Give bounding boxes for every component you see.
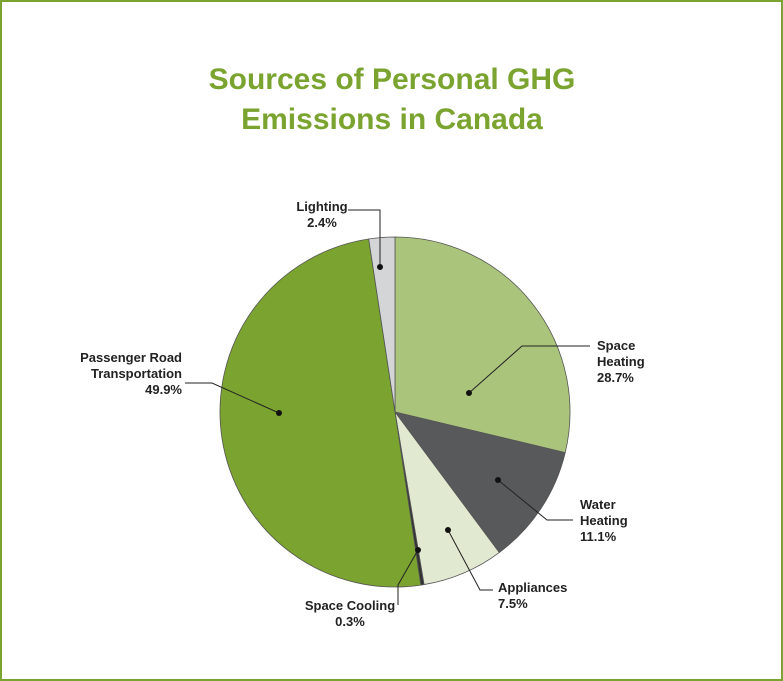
- value-label: 49.9%: [145, 382, 182, 397]
- leader-line: [497, 479, 573, 521]
- leader-line: [468, 345, 590, 394]
- category-label: Water Heating: [580, 497, 628, 528]
- leader-line: [348, 209, 381, 267]
- pie-slice: [368, 236, 396, 413]
- pie-slice: [219, 238, 422, 588]
- slice-label: Lighting 2.4%: [287, 199, 357, 231]
- category-label: Passenger Road Transportation: [80, 350, 182, 381]
- category-label: Appliances: [498, 580, 568, 595]
- leader-line: [397, 549, 419, 605]
- chart-title: Sources of Personal GHG Emissions in Can…: [208, 63, 576, 136]
- category-label: Space Cooling: [304, 598, 396, 613]
- slice-label: Space Heating 28.7%: [597, 338, 659, 386]
- leader-dot: [445, 527, 451, 533]
- pie-slice: [394, 236, 571, 454]
- leader-dot: [466, 390, 472, 396]
- value-label: 2.4%: [307, 215, 337, 230]
- pie-slice: [394, 411, 566, 554]
- value-label: 7.5%: [498, 596, 528, 611]
- leader-dot: [377, 264, 383, 270]
- slice-label: Space Cooling 0.3%: [290, 598, 410, 630]
- value-label: 0.3%: [335, 614, 365, 629]
- leader-dot: [415, 547, 421, 553]
- leader-dot: [495, 477, 501, 483]
- slice-label: Water Heating 11.1%: [580, 497, 642, 545]
- value-label: 11.1%: [580, 529, 617, 544]
- value-label: 28.7%: [597, 370, 634, 385]
- category-label: Lighting: [296, 199, 348, 214]
- category-label: Space Heating: [597, 338, 645, 369]
- leader-line: [185, 382, 280, 414]
- slice-label: Passenger Road Transportation 49.9%: [72, 350, 182, 398]
- slice-label: Appliances 7.5%: [498, 580, 588, 612]
- leader-line: [447, 529, 493, 591]
- leader-dot: [276, 410, 282, 416]
